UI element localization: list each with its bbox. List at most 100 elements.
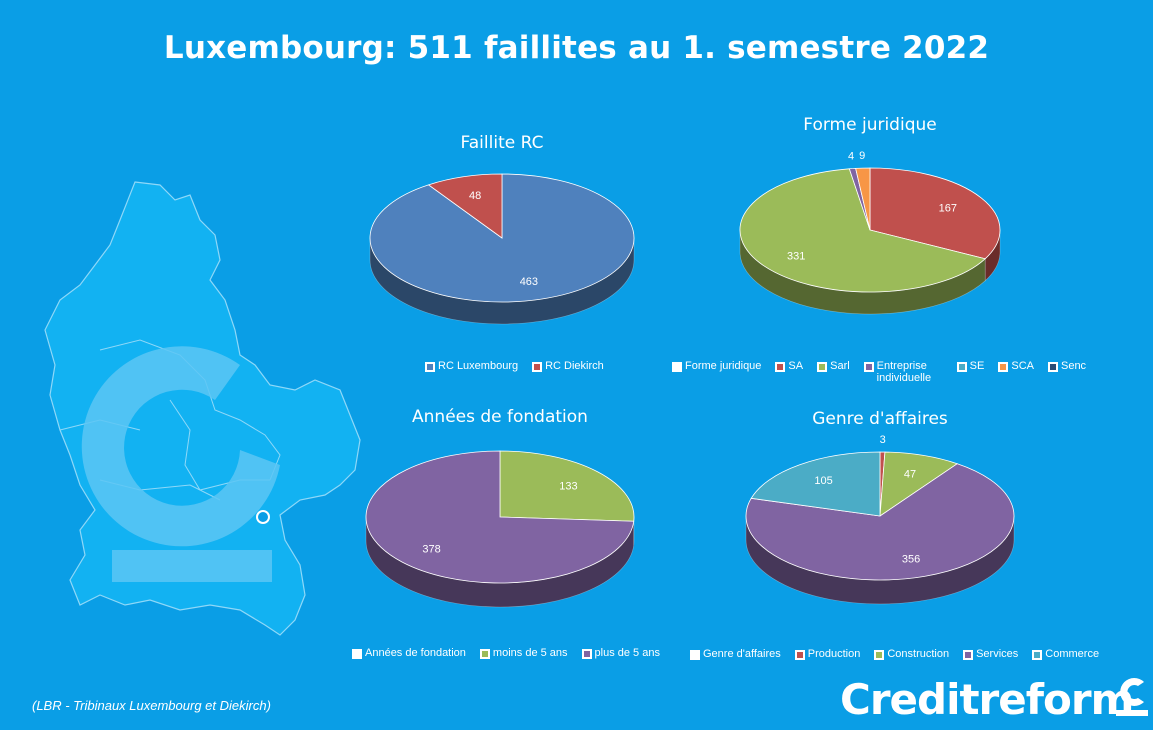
legend-swatch	[956, 362, 967, 372]
data-label-entreprise-individuelle: 4	[848, 151, 854, 163]
data-label-rc-diekirch: 48	[469, 190, 481, 202]
pie-labels-group: 167 331 4 9	[787, 150, 957, 262]
creditreform-watermark-c	[81, 346, 280, 547]
legend-label: plus de 5 ans	[594, 647, 660, 659]
legend-item-rc-diekirch: RC Diekirch	[532, 360, 604, 372]
legend-label: Forme juridique	[685, 360, 762, 372]
page-title: Luxembourg: 511 faillites au 1. semestre…	[163, 30, 990, 66]
chart-panel-faillite-rc: Faillite RC 463 48	[352, 128, 652, 398]
pie-labels-group: 3 47 356 105	[814, 434, 920, 565]
legend-genre-affaires: Genre d'affaires Production Construction Se…	[690, 648, 1099, 660]
legend-swatch	[672, 362, 682, 372]
pie-slice-services	[745, 463, 1015, 581]
legend-swatch	[425, 362, 435, 372]
legend-item-plus-de-5-ans: plus de 5 ans	[581, 647, 660, 659]
legend-swatch	[963, 650, 974, 660]
legend-item-entreprise-individuelle: Entreprise individuelle	[863, 360, 943, 384]
data-label-sarl: 331	[787, 250, 805, 262]
legend-swatch	[817, 362, 828, 372]
chart-panel-forme-juridique: Forme juridique 167 331 4 9	[720, 110, 1020, 380]
legend-item-ann-es-de-fondation: Années de fondation	[352, 647, 466, 659]
legend-swatch	[581, 649, 592, 659]
pie-labels-group: 133 378	[422, 480, 577, 555]
legend-label: Construction	[887, 648, 950, 660]
chart-panel-genre-affaires: Genre d'affaires 3 47 356 105	[730, 404, 1030, 674]
pie-top-group	[365, 450, 635, 584]
pie-slice-sca	[855, 167, 871, 231]
chart-title: Forme juridique	[803, 115, 937, 135]
pie-slice-moins-de-5-ans	[499, 450, 635, 522]
legend-item-commerce: Commerce	[1032, 648, 1099, 660]
chart-title: Années de fondation	[412, 407, 588, 427]
legend-annees-fondation: Années de fondation moins de 5 ans plus de…	[352, 647, 660, 659]
legend-label: Années de fondation	[365, 647, 466, 659]
pie-slice-sarl	[739, 168, 986, 293]
legend-swatch	[863, 362, 874, 372]
data-label-plus-de-5-ans: 378	[422, 544, 440, 556]
legend-swatch	[794, 650, 805, 660]
legend-label: Entreprise individuelle	[876, 360, 932, 384]
luxembourg-map	[40, 180, 380, 665]
legend-swatch	[532, 362, 543, 372]
creditreform-watermark-bar	[112, 550, 272, 582]
legend-label: SCA	[1011, 360, 1034, 372]
legend-item-se: SE	[956, 360, 985, 384]
pie-top-group	[369, 173, 635, 303]
data-label-rc-luxembourg: 463	[520, 276, 538, 288]
legend-label: Commerce	[1045, 648, 1100, 660]
creditreform-logo-icon	[1116, 678, 1148, 716]
legend-swatch	[998, 362, 1009, 372]
data-label-moins-de-5-ans: 133	[559, 480, 577, 492]
pie-slice-rc-diekirch	[427, 173, 503, 239]
legend-label: RC Luxembourg	[438, 360, 519, 372]
legend-label: RC Diekirch	[545, 360, 604, 372]
pie-slice-plus-de-5-ans	[365, 450, 635, 584]
legend-label: moins de 5 ans	[492, 647, 568, 659]
legend-label: Genre d'affaires	[703, 648, 781, 660]
legend-item-construction: Construction	[874, 648, 949, 660]
legend-label: Senc	[1060, 360, 1087, 372]
legend-item-sa: SA	[775, 360, 803, 384]
pie-slice-sa	[869, 167, 1001, 260]
data-label-production: 3	[880, 434, 886, 446]
legend-swatch	[874, 650, 885, 660]
pie-labels-group: 463 48	[469, 190, 538, 288]
legend-forme-juridique: Forme juridique SA Sarl Entreprise individu…	[672, 360, 1086, 384]
legend-item-sarl: Sarl	[817, 360, 850, 384]
legend-item-services: Services	[963, 648, 1018, 660]
data-label-construction: 47	[904, 469, 916, 481]
pie-slice-construction	[879, 451, 959, 517]
pie-chart-genre-affaires: 3 47 356 105	[745, 434, 1015, 605]
pie-slice-commerce	[750, 451, 881, 517]
chart-title: Genre d'affaires	[812, 409, 948, 429]
legend-item-production: Production	[794, 648, 861, 660]
legend-item-senc: Senc	[1047, 360, 1087, 384]
legend-label: Sarl	[830, 360, 850, 372]
legend-item-rc-luxembourg: RC Luxembourg	[425, 360, 518, 372]
legend-swatch	[479, 649, 490, 659]
legend-faillite-rc: RC Luxembourg RC Diekirch	[425, 360, 604, 372]
source-note: (LBR - Tribinaux Luxembourg et Diekirch)	[32, 698, 271, 713]
data-label-sa: 167	[939, 203, 957, 215]
chart-panel-annees-fondation: Années de fondation 133 378	[350, 402, 650, 672]
legend-item-genre-d-affaires: Genre d'affaires	[690, 648, 781, 660]
map-canton-border	[59, 339, 281, 501]
city-marker	[256, 510, 270, 524]
data-label-sca: 9	[859, 150, 865, 162]
legend-item-sca: SCA	[998, 360, 1034, 384]
brand-logo-text: Creditreform	[840, 675, 1134, 724]
legend-item-forme-juridique: Forme juridique	[672, 360, 761, 384]
legend-label: SE	[969, 360, 985, 372]
chart-title: Faillite RC	[460, 133, 544, 153]
legend-label: Production	[807, 648, 861, 660]
legend-swatch	[352, 649, 362, 659]
pie-top-group	[745, 451, 1015, 581]
pie-chart-faillite-rc: 463 48	[369, 173, 635, 325]
legend-item-moins-de-5-ans: moins de 5 ans	[479, 647, 568, 659]
legend-swatch	[1047, 362, 1058, 372]
legend-label: SA	[788, 360, 804, 372]
data-label-services: 356	[902, 553, 920, 565]
pie-top-group	[739, 167, 1001, 293]
pie-chart-forme-juridique: 167 331 4 9	[739, 150, 1001, 315]
pie-chart-annees-fondation: 133 378	[365, 450, 635, 608]
